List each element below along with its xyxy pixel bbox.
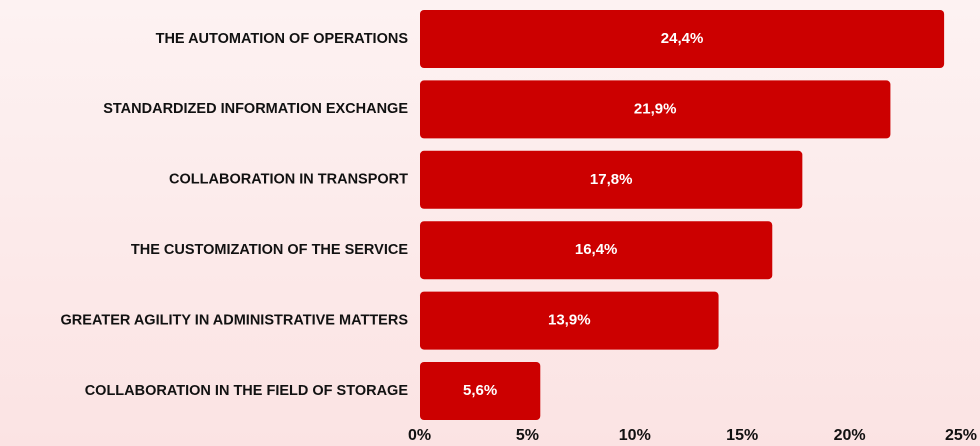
value-label: 16,4% xyxy=(575,241,618,258)
x-tick-label: 25% xyxy=(945,427,977,444)
x-tick-label: 0% xyxy=(408,427,431,444)
bar xyxy=(420,221,773,280)
x-tick-label: 20% xyxy=(834,427,866,444)
value-label: 24,4% xyxy=(661,30,704,47)
bar xyxy=(420,10,945,68)
category-label: THE AUTOMATION OF OPERATIONS xyxy=(156,31,409,47)
x-tick-label: 15% xyxy=(726,427,758,444)
bar xyxy=(420,80,891,139)
value-label: 21,9% xyxy=(634,100,677,117)
category-label: COLLABORATION IN THE FIELD OF STORAGE xyxy=(85,383,409,399)
bar xyxy=(420,362,541,420)
value-label: 13,9% xyxy=(548,312,591,329)
category-label: THE CUSTOMIZATION OF THE SERVICE xyxy=(131,242,408,258)
value-label: 5,6% xyxy=(463,382,497,399)
category-label: COLLABORATION IN TRANSPORT xyxy=(169,172,408,188)
x-tick-label: 10% xyxy=(619,427,651,444)
category-label: STANDARDIZED INFORMATION EXCHANGE xyxy=(103,101,408,117)
bar xyxy=(420,150,803,209)
x-tick-label: 5% xyxy=(516,427,539,444)
category-label: GREATER AGILITY IN ADMINISTRATIVE MATTER… xyxy=(61,312,409,328)
value-label: 17,8% xyxy=(590,171,633,188)
bar xyxy=(420,291,719,350)
